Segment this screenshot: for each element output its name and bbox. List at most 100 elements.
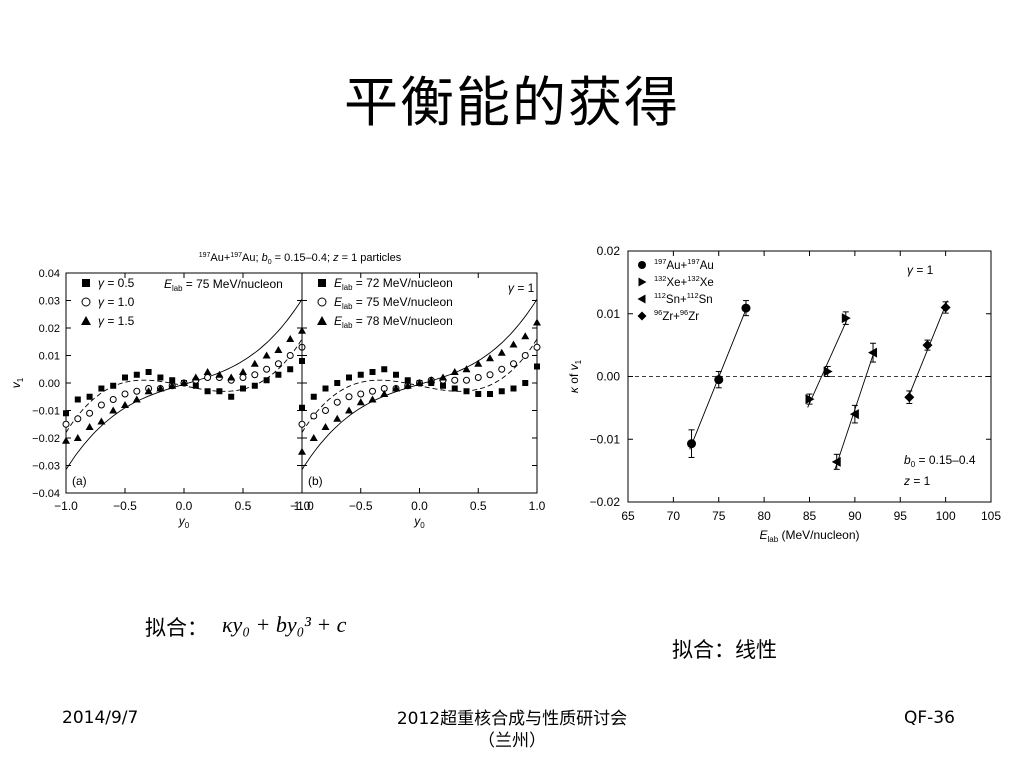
data-point (156, 384, 165, 392)
panel-kappa-plot: 65 70 75 80 85 90 95 100 105 0.02 0.01 0.00 −0.01 −0.… (567, 244, 1001, 544)
data-point (450, 368, 459, 375)
legend-label: γ = 1.0 (98, 295, 135, 309)
footer-code: QF-36 (904, 708, 955, 728)
x-axis-label: y0 (413, 514, 425, 530)
data-point (381, 366, 388, 373)
data-point (298, 447, 306, 455)
data-point (251, 371, 259, 379)
data-point (440, 382, 446, 389)
y-tick-label: −0.01 (590, 432, 621, 446)
data-point (168, 381, 177, 389)
data-point (203, 368, 212, 375)
data-point (322, 385, 329, 392)
legend-marker (318, 279, 326, 287)
data-point (498, 365, 506, 373)
data-point (333, 414, 342, 422)
data-point (133, 371, 140, 378)
data-point (275, 371, 282, 378)
data-point (98, 385, 105, 392)
y-tick-label: −0.01 (32, 406, 60, 418)
data-point (439, 373, 447, 381)
data-point (144, 387, 153, 395)
panel-label: (a) (72, 474, 87, 488)
x-tick-label: 0.0 (176, 499, 193, 513)
legend-label: 197Au+197Au (654, 257, 714, 272)
data-point (192, 382, 199, 389)
legend-label: γ = 1.5 (98, 314, 135, 328)
data-point (310, 412, 318, 420)
data-point (922, 340, 933, 351)
y-axis-label: κ of v1 (567, 359, 583, 393)
data-point (487, 391, 493, 397)
y-tick-label: 0.01 (597, 307, 621, 321)
data-point (239, 368, 247, 375)
x-tick-label: 1.0 (529, 499, 546, 513)
data-point (62, 420, 70, 428)
legend-marker (317, 316, 327, 325)
fit-label-left: 拟合： (145, 616, 208, 640)
data-point (145, 369, 152, 375)
x-tick-label: 0.0 (411, 499, 428, 513)
b0-annotation: b0 = 0.15–0.4 (904, 453, 976, 469)
data-point (97, 401, 105, 409)
data-point (498, 388, 505, 395)
legend-marker (637, 294, 646, 304)
data-point (240, 385, 246, 392)
data-point (216, 388, 223, 395)
data-point (345, 406, 353, 414)
data-point (345, 393, 353, 401)
data-point (368, 395, 377, 403)
data-point (904, 392, 915, 403)
data-point (474, 359, 483, 367)
data-point (239, 374, 247, 381)
data-point (805, 394, 815, 405)
data-point (263, 365, 271, 373)
legend-label: Elab = 75 MeV/nucleon (334, 295, 453, 311)
data-point (357, 390, 365, 398)
data-point (841, 313, 851, 324)
data-point (122, 374, 128, 381)
footer-conference-name: 2012超重核合成与性质研讨会 (396, 709, 628, 729)
data-point (393, 371, 399, 378)
data-point (510, 360, 517, 368)
x-tick-label: 85 (803, 509, 817, 523)
data-point (263, 377, 270, 384)
data-point (62, 436, 70, 444)
fit-line (807, 318, 849, 408)
data-point (110, 382, 117, 389)
data-point (63, 410, 69, 417)
data-point (451, 376, 459, 384)
data-point (403, 381, 412, 389)
data-point (486, 354, 494, 362)
y-tick-label: −0.03 (32, 461, 60, 473)
data-point (274, 346, 283, 353)
data-point (299, 404, 305, 411)
data-point (286, 335, 295, 342)
data-point (85, 423, 94, 430)
data-point (357, 371, 364, 378)
data-point (714, 375, 724, 385)
legend-label: Elab = 72 MeV/nucleon (334, 276, 453, 292)
data-point (274, 360, 282, 368)
data-point (97, 417, 106, 425)
data-point (287, 366, 294, 373)
footer-conference: 2012超重核合成与性质研讨会 （兰州） (362, 708, 662, 752)
x-tick-label: −0.5 (349, 499, 373, 513)
v1-vs-rapidity-figure: 197Au+197Au; b0 = 0.15–0.4; z = 1 partic… (9, 252, 546, 530)
y-tick-label: −0.02 (32, 433, 60, 445)
data-point (262, 351, 271, 359)
data-point (298, 420, 306, 428)
y-tick-label: 0.03 (39, 296, 60, 308)
legend-marker (638, 261, 646, 269)
fit-formula: κy₀ + by₀³ + c (222, 612, 347, 637)
data-point (369, 387, 376, 395)
x-axis-label: y0 (178, 514, 190, 530)
data-point (534, 363, 540, 370)
data-point (215, 370, 224, 378)
x-tick-label: 75 (712, 509, 726, 523)
data-point (228, 393, 235, 400)
data-point (169, 377, 176, 384)
panel-a-plot: −1.0 −0.5 0.0 0.5 1.0 0.04 0.03 0.02 0.01 0.00 −0.… (9, 268, 311, 530)
data-point (823, 366, 833, 377)
data-point (74, 396, 81, 403)
